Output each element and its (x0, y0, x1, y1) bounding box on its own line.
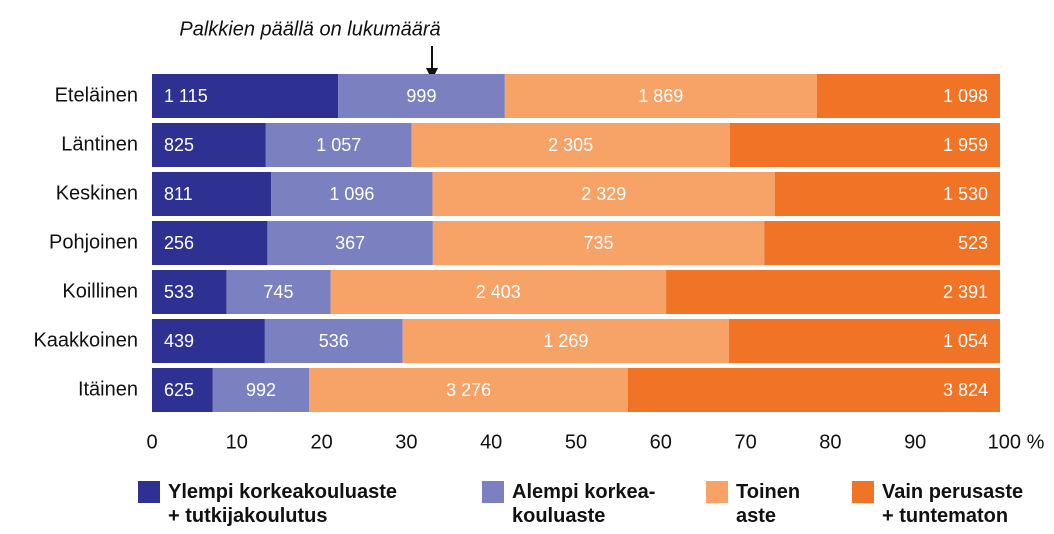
bar-segment (330, 270, 667, 314)
bar-segment (212, 368, 310, 412)
x-tick-label: 60 (650, 431, 672, 453)
x-tick-label: 70 (734, 431, 756, 453)
bar-segment (152, 74, 339, 118)
legend-item: Toinen aste (706, 480, 800, 528)
bar-segment (666, 270, 1000, 314)
bar-segment (411, 123, 730, 167)
data-label: 2 305 (548, 135, 593, 155)
bar-segment (226, 270, 331, 314)
data-label: 1 530 (943, 184, 988, 204)
data-label: 523 (958, 233, 988, 253)
bar-segment (432, 221, 765, 265)
legend-item: Vain perusaste + tuntematon (852, 480, 1023, 528)
data-label: 992 (246, 380, 276, 400)
bar-segment (309, 368, 628, 412)
bar-segment (729, 123, 1000, 167)
bar-segment (267, 221, 433, 265)
bar-segment (152, 123, 266, 167)
y-tick-label: Eteläinen (55, 84, 138, 106)
data-label: 1 054 (943, 331, 988, 351)
bar-segment (432, 172, 775, 216)
data-label: 256 (164, 233, 194, 253)
legend-label: Vain perusaste + tuntematon (882, 481, 1024, 527)
data-label: 3 276 (446, 380, 491, 400)
y-tick-label: Läntinen (61, 133, 138, 155)
x-tick-label: 40 (480, 431, 502, 453)
data-label: 2 329 (581, 184, 626, 204)
x-tick-label: 80 (819, 431, 841, 453)
data-label: 439 (164, 331, 194, 351)
legend-label: Alempi korkea- kouluaste (512, 481, 656, 527)
legend-swatch (138, 481, 160, 503)
data-label: 1 096 (329, 184, 374, 204)
legend-item: Alempi korkea- kouluaste (482, 480, 655, 528)
legend-label: Toinen aste (736, 481, 801, 527)
bar-segment (152, 368, 213, 412)
data-label: 811 (164, 184, 193, 204)
x-tick-label: 100 % (988, 431, 1045, 453)
data-label: 1 115 (164, 86, 208, 106)
bar-segment (152, 270, 227, 314)
legend-swatch (482, 481, 504, 503)
x-tick-label: 10 (226, 431, 248, 453)
data-label: 1 959 (943, 135, 988, 155)
x-tick-label: 50 (565, 431, 587, 453)
data-label: 625 (164, 380, 194, 400)
y-tick-label: Keskinen (56, 182, 138, 204)
bar-segment (152, 221, 268, 265)
data-label: 2 403 (476, 282, 521, 302)
bar-segment (264, 319, 403, 363)
x-tick-label: 90 (904, 431, 926, 453)
bar-segment (774, 172, 1000, 216)
data-label: 3 824 (943, 380, 988, 400)
bar-segment (265, 123, 412, 167)
x-tick-label: 0 (146, 431, 157, 453)
data-label: 999 (406, 86, 436, 106)
bar-segment (338, 74, 505, 118)
bar-segment (402, 319, 729, 363)
data-label: 533 (164, 282, 194, 302)
x-tick-label: 30 (395, 431, 417, 453)
y-tick-label: Koillinen (62, 280, 138, 302)
y-tick-label: Itäinen (78, 378, 138, 400)
legend-item: Ylempi korkeakouluaste + tutkijakoulutus (138, 480, 397, 528)
data-label: 1 269 (543, 331, 588, 351)
data-label: 1 869 (638, 86, 683, 106)
data-label: 1 057 (316, 135, 361, 155)
data-label: 536 (319, 331, 349, 351)
data-label: 2 391 (943, 282, 988, 302)
data-label: 367 (335, 233, 365, 253)
y-tick-label: Kaakkoinen (33, 329, 138, 351)
bar-segment (152, 172, 272, 216)
bar-segment (627, 368, 1000, 412)
bar-segment (152, 319, 265, 363)
bar-segment (764, 221, 1000, 265)
x-tick-label: 20 (310, 431, 332, 453)
data-label: 745 (263, 282, 293, 302)
data-label: 1 098 (943, 86, 988, 106)
data-label: 735 (584, 233, 614, 253)
bar-segment (271, 172, 433, 216)
data-label: 825 (164, 135, 194, 155)
bar-segment (816, 74, 1000, 118)
bar-segment (728, 319, 1000, 363)
bar-segment (504, 74, 817, 118)
legend-label: Ylempi korkeakouluaste + tutkijakoulutus (168, 481, 397, 527)
y-tick-label: Pohjoinen (49, 231, 138, 253)
legend-swatch (852, 481, 874, 503)
legend-swatch (706, 481, 728, 503)
annotation: Palkkien päällä on lukumäärä (179, 18, 440, 40)
